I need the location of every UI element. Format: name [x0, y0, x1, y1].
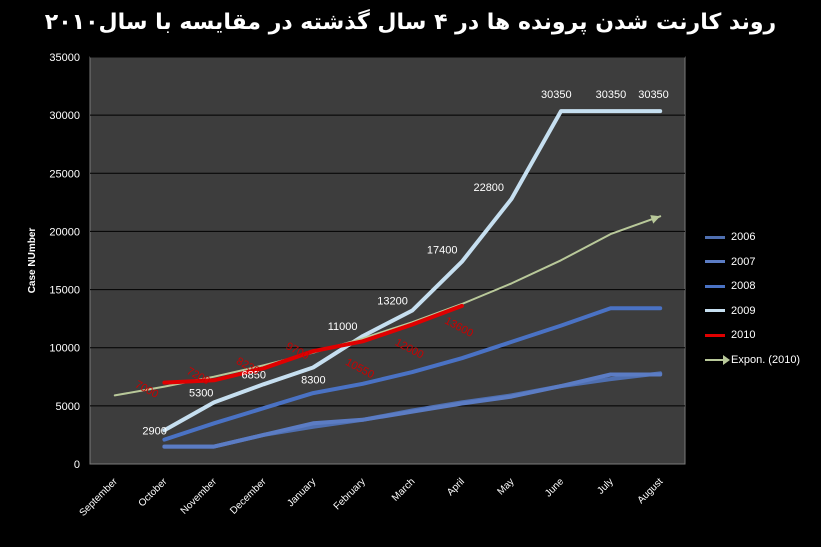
y-tick-label: 15000	[49, 285, 80, 297]
legend-swatch	[705, 235, 725, 239]
legend-item: 2009	[705, 299, 817, 324]
x-tick-label: November	[179, 476, 220, 517]
legend-label: 2006	[731, 231, 756, 244]
series-line-expon-2010-	[113, 215, 662, 397]
x-tick-label: February	[332, 476, 368, 512]
chart-title: روند کارنت شدن پرونده ها در ۴ سال گذشته …	[44, 10, 777, 35]
y-tick-label: 5000	[56, 401, 80, 413]
data-label-2009: 11000	[328, 321, 358, 333]
series-line-2009	[162, 109, 663, 433]
legend-arrow-icon	[723, 354, 730, 365]
y-axis-label: Case NUmber	[27, 228, 38, 294]
legend-swatch	[705, 284, 725, 288]
data-label-2009: 2900	[142, 425, 166, 437]
y-tick-label: 30000	[49, 110, 80, 122]
series-line-2010	[162, 303, 464, 385]
x-tick-label: April	[445, 476, 467, 498]
x-tick-label: December	[228, 476, 269, 517]
plot-area	[89, 56, 686, 465]
legend-label: 2010	[731, 329, 756, 342]
data-label-2009: 13200	[377, 296, 408, 308]
x-tick-label: October	[137, 476, 170, 509]
data-label-2009: 5300	[189, 387, 213, 399]
legend-swatch	[705, 260, 725, 264]
data-label-2009: 17400	[427, 245, 458, 257]
x-tick-label: March	[390, 476, 417, 503]
data-label-2009: 22800	[473, 182, 504, 194]
trendline-arrowhead	[650, 215, 661, 224]
y-tick-label: 0	[74, 459, 80, 471]
data-label-2009: 30350	[596, 89, 627, 101]
legend-item: 2006	[705, 225, 817, 250]
legend-swatch	[705, 333, 725, 337]
data-label-2009: 30350	[638, 89, 669, 101]
legend-item: 2007	[705, 250, 817, 275]
legend-item: Expon. (2010)	[705, 348, 817, 373]
data-label-2009: 30350	[541, 89, 572, 101]
x-tick-label: August	[636, 476, 666, 506]
y-tick-label: 25000	[49, 168, 80, 180]
x-tick-label: July	[595, 476, 615, 496]
x-tick-label: September	[78, 476, 121, 519]
series-line-2007	[162, 372, 663, 449]
legend-swatch	[705, 354, 730, 365]
legend-item: 2010	[705, 323, 817, 348]
legend-swatch	[705, 309, 725, 313]
legend-label: 2009	[731, 304, 756, 317]
legend-item: 2008	[705, 274, 817, 299]
x-tick-label: May	[495, 476, 516, 497]
x-tick-label: January	[285, 476, 318, 509]
legend-label: Expon. (2010)	[731, 353, 801, 366]
y-tick-label: 35000	[49, 52, 80, 64]
x-tick-label: June	[543, 476, 566, 499]
y-tick-label: 10000	[49, 343, 80, 355]
legend-label: 2007	[731, 255, 756, 268]
chart-legend: 2006 2007 2008 2009 2010 Expon. (2010)	[705, 225, 817, 372]
y-tick-label: 20000	[49, 226, 80, 238]
data-label-2009: 6850	[242, 369, 266, 381]
legend-label: 2008	[731, 280, 756, 293]
data-label-2009: 8300	[301, 374, 325, 386]
series-line-2008	[162, 306, 663, 442]
